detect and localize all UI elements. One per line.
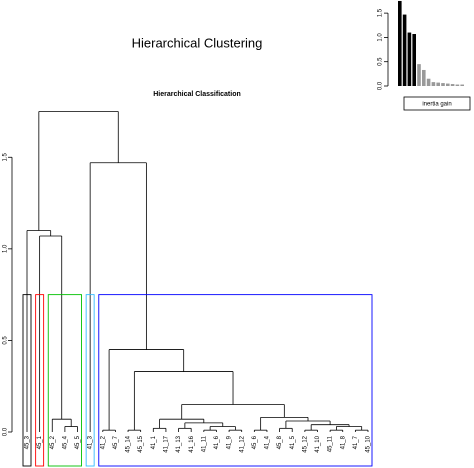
legend-box [403,96,471,111]
y-tick-label: 0.5 [3,336,9,345]
leaf-label: 41_5 [290,435,296,449]
leaf-label: 45_3 [25,435,31,449]
inertia-bar [455,84,460,86]
leaf-label: 41_12 [239,435,245,452]
leaf-label: 45_14 [126,435,132,452]
inertia-bar [398,0,402,87]
cluster-box [85,294,95,467]
leaf-label: 41_17 [164,435,170,452]
leaf-label: 41_2 [100,435,106,449]
y-tick-label: 1.0 [3,244,9,253]
inertia-bar [460,84,464,86]
inset-y-tick-label: 0.5 [378,57,384,66]
leaf-label: 45_1 [37,435,43,449]
inertia-bar [446,83,450,86]
leaf-label: 41_11 [201,435,207,452]
inertia-bar [412,34,416,86]
leaf-label: 41_6 [214,435,220,449]
inertia-bar [426,78,431,86]
leaf-label: 45_5 [75,435,81,449]
chart-title: Hierarchical Clustering [132,35,263,50]
inset-y-tick-label: 1.5 [378,8,384,17]
leaf-label: 41_9 [227,435,233,449]
leaf-label: 45_6 [252,435,258,449]
leaf-label: 41_7 [353,435,359,449]
leaf-label: 41_13 [176,435,182,452]
inertia-bar [417,64,421,86]
leaf-label: 45_12 [302,435,308,452]
inertia-bar [431,82,436,86]
leaf-label: 45_11 [328,435,334,452]
leaf-label: 45_2 [50,435,56,449]
leaf-label: 41_4 [265,435,271,449]
leaf-label: 41_3 [88,435,94,449]
leaf-label: 45_10 [366,435,372,452]
cluster-box [22,294,32,467]
inertia-bar [450,84,455,86]
inertia-bar [436,82,440,86]
cluster-box [47,294,82,467]
leaf-label: 41_16 [189,435,195,452]
leaf-label: 45_15 [138,435,144,452]
y-tick-label: 1.5 [3,152,9,161]
inset-y-tick-label: 1.0 [378,33,384,42]
leaf-label: 45_7 [113,435,119,449]
inertia-bar [407,32,412,86]
legend-label: inertia gain [422,102,451,108]
leaf-label: 41_10 [315,435,321,452]
inertia-bar [422,69,426,86]
leaf-label: 45_4 [62,435,68,449]
inset-y-tick-label: 0.0 [378,81,384,90]
leaf-label: 41_8 [340,435,346,449]
inertia-bar [402,14,407,86]
chart-subtitle: Hierarchical Classification [153,91,241,98]
cluster-box [98,294,373,467]
cluster-box [35,294,45,467]
y-tick-label: 0.0 [3,427,9,436]
leaf-label: 45_8 [277,435,283,449]
leaf-label: 41_1 [151,435,157,449]
inertia-bar [441,83,445,86]
